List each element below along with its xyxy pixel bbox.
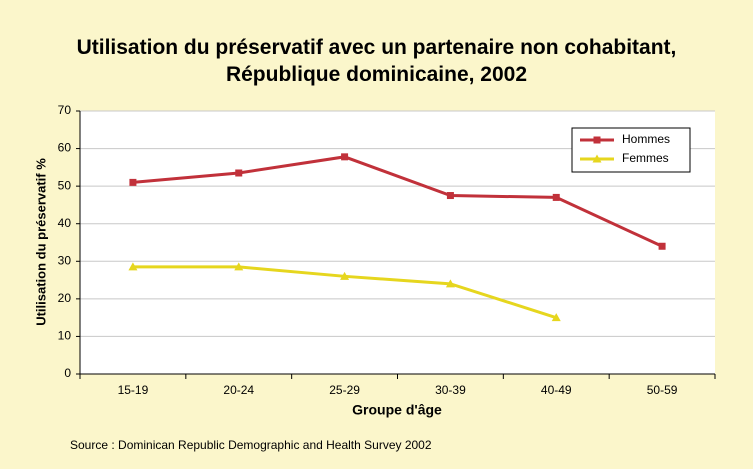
y-tick-label: 30 bbox=[58, 253, 72, 267]
y-tick-label: 20 bbox=[58, 291, 72, 305]
x-axis-label: Groupe d'âge bbox=[352, 402, 442, 418]
legend-marker bbox=[592, 154, 602, 163]
data-point bbox=[129, 178, 137, 186]
x-tick-label: 15-19 bbox=[118, 383, 149, 397]
data-point bbox=[658, 242, 666, 250]
data-point bbox=[551, 313, 561, 322]
data-point bbox=[341, 153, 349, 161]
legend-label: Hommes bbox=[622, 132, 670, 146]
data-point bbox=[340, 271, 350, 280]
y-tick-label: 70 bbox=[58, 103, 72, 117]
x-tick-label: 20-24 bbox=[223, 383, 254, 397]
chart-title: Utilisation du préservatif avec un parte… bbox=[76, 36, 677, 86]
series-line bbox=[132, 155, 663, 248]
y-tick-label: 0 bbox=[64, 366, 71, 380]
x-tick-label: 40-49 bbox=[541, 383, 572, 397]
x-tick-label: 50-59 bbox=[647, 383, 678, 397]
y-tick-label: 60 bbox=[58, 141, 72, 155]
x-tick-label: 30-39 bbox=[435, 383, 466, 397]
data-point bbox=[446, 192, 454, 200]
legend-box bbox=[571, 127, 691, 173]
legend-label: Femmes bbox=[622, 151, 669, 165]
y-axis-label: Utilisation du préservatif % bbox=[33, 158, 48, 326]
data-point bbox=[445, 279, 455, 288]
data-point bbox=[128, 262, 138, 271]
x-tick-label: 25-29 bbox=[329, 383, 360, 397]
y-tick-label: 50 bbox=[58, 178, 72, 192]
data-point bbox=[552, 193, 560, 201]
legend-marker bbox=[593, 136, 601, 144]
data-point bbox=[235, 169, 243, 177]
data-point bbox=[234, 262, 244, 271]
y-tick-label: 10 bbox=[58, 329, 72, 343]
source: Source : Dominican Republic Demographic … bbox=[70, 438, 432, 452]
y-tick-label: 40 bbox=[58, 216, 72, 230]
